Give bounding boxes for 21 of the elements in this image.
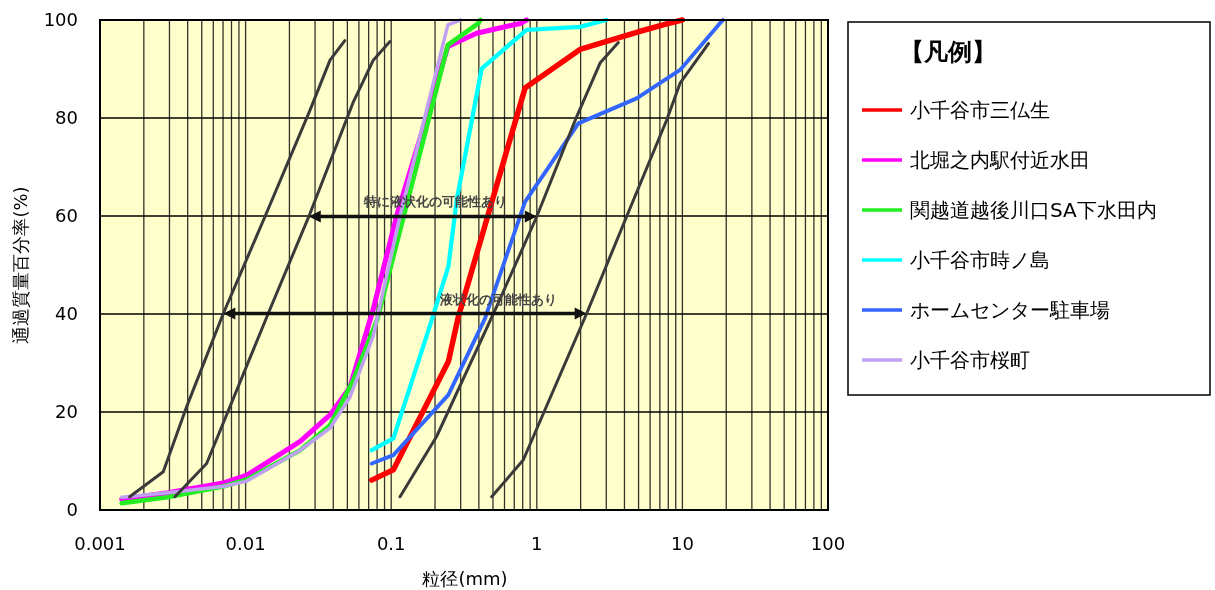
x-tick-label: 1 [531, 533, 543, 554]
y-tick-label: 100 [43, 9, 78, 30]
legend-label: 北堀之内駅付近水田 [910, 148, 1090, 172]
y-tick-label: 20 [55, 401, 78, 422]
y-axis-title: 通過質量百分率(%) [10, 186, 31, 344]
x-tick-label: 10 [670, 533, 694, 554]
y-tick-label: 0 [66, 499, 78, 520]
x-axis-title: 粒径(mm) [422, 568, 508, 589]
legend-label: 小千谷市時ノ島 [910, 248, 1050, 272]
y-tick-label: 60 [55, 205, 78, 226]
x-tick-label: 0.1 [376, 533, 406, 554]
y-tick-label: 40 [55, 303, 78, 324]
y-tick-label: 80 [55, 107, 78, 128]
x-tick-label: 0.001 [74, 533, 126, 554]
legend-label: 関越道越後川口SA下水田内 [910, 198, 1157, 222]
legend-title: 【凡例】 [900, 38, 996, 66]
legend-label: 小千谷市桜町 [910, 348, 1030, 372]
legend-label: ホームセンター駐車場 [910, 298, 1110, 322]
legend-label: 小千谷市三仏生 [910, 98, 1050, 122]
x-tick-label: 100 [810, 533, 846, 554]
x-tick-label: 0.01 [225, 533, 266, 554]
